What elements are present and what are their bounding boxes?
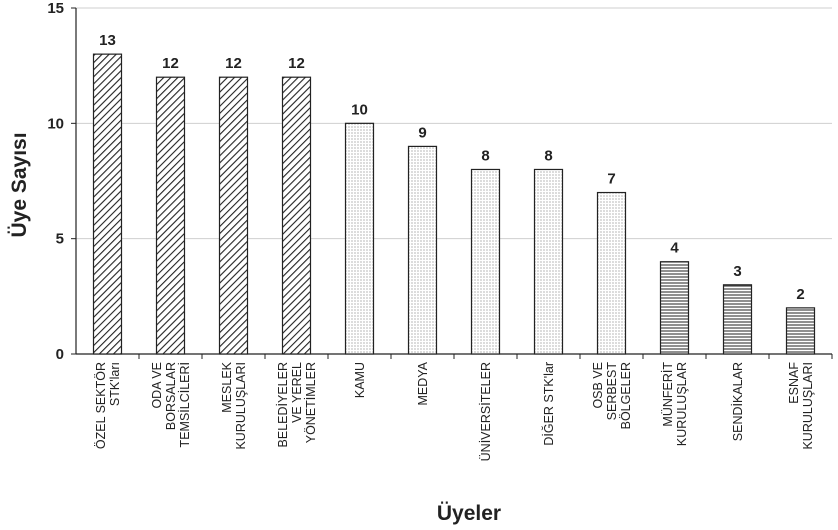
bar: [155, 76, 186, 355]
axes: [71, 7, 833, 359]
x-tick-label: MESLEK KURULUŞLARI: [220, 361, 248, 449]
bar: [659, 261, 690, 355]
x-tick-label: MÜNFERİT KURULUŞLAR: [661, 362, 689, 446]
x-tick-label-line: YÖNETİMLER: [304, 362, 318, 443]
data-label: 7: [607, 171, 615, 188]
x-tick-label-line: MEDYA: [416, 361, 430, 405]
bar: [596, 191, 627, 355]
bar: [785, 307, 816, 355]
x-tick-label: OSB VE SERBEST BÖLGELER: [591, 362, 633, 430]
data-label: 9: [418, 124, 426, 141]
x-tick-label-line: KURULUŞLARI: [801, 362, 815, 450]
x-tick-label-line: ÜNİVERSİTELER: [479, 362, 493, 461]
x-tick-label: BELEDİYELER VE YEREL YÖNETİMLER: [276, 362, 318, 448]
bar: [407, 145, 438, 355]
y-tick-label: 5: [56, 231, 64, 248]
x-tick-label: DİĞER STK'lar: [541, 362, 556, 446]
x-tick-label: ÜNİVERSİTELER: [479, 362, 493, 461]
x-tick-label-line: SERBEST: [605, 362, 619, 421]
data-label: 12: [225, 55, 242, 72]
x-tick-label-line: KURULUŞLARI: [234, 362, 248, 450]
x-tick-label-line: MÜNFERİT: [661, 362, 675, 427]
x-tick-label-line: BORSALAR: [164, 362, 178, 430]
y-tick-label: 10: [47, 115, 64, 132]
x-axis-title: Üyeler: [437, 502, 501, 525]
x-tick-label: MEDYA: [416, 361, 430, 405]
bar: [470, 168, 501, 355]
x-tick-label-line: BELEDİYELER: [276, 362, 290, 447]
y-tick-label: 0: [56, 346, 64, 363]
x-tick-label-line: SENDİKALAR: [731, 362, 745, 441]
category-labels: ÖZEL SEKTÖR STK'ları ODA VE BORSALAR TEMSİLC…: [94, 361, 815, 461]
x-tick-label: ESNAF KURULUŞLARI: [787, 362, 815, 450]
x-tick-label-line: KURULUŞLAR: [675, 362, 689, 446]
x-tick-label-line: ODA VE: [150, 362, 164, 409]
data-label: 13: [99, 32, 116, 49]
bar: [92, 53, 123, 355]
bar: [218, 76, 249, 355]
x-tick-label: ODA VE BORSALAR TEMSİLCİLERİ: [150, 362, 192, 447]
x-tick-label: ÖZEL SEKTÖR STK'ları: [94, 362, 122, 449]
x-tick-label-line: BÖLGELER: [619, 362, 633, 429]
data-label: 10: [351, 101, 368, 118]
bar: [344, 122, 375, 355]
data-label: 12: [162, 55, 179, 72]
x-tick-label-line: ÖZEL SEKTÖR: [94, 362, 108, 449]
x-tick-label-line: ESNAF: [787, 362, 801, 404]
x-tick-label-line: STK'ları: [108, 362, 122, 406]
x-tick-label-line: OSB VE: [591, 362, 605, 409]
x-tick-label: KAMU: [353, 362, 367, 398]
bar: [281, 76, 312, 355]
bars: [92, 53, 816, 355]
data-label: 4: [670, 240, 679, 257]
value-labels: 13 12 12 12 10 9 8 8 7 4 3 2: [99, 32, 805, 303]
grid-lines: [76, 7, 832, 240]
y-axis-title: Üye Sayısı: [8, 132, 31, 237]
bar: [533, 168, 564, 355]
x-tick-label-line: KAMU: [353, 362, 367, 398]
data-label: 8: [544, 147, 552, 164]
data-label: 2: [796, 286, 804, 303]
y-tick-label: 15: [47, 0, 64, 17]
x-tick-label-line: VE YEREL: [290, 362, 304, 423]
x-tick-label: SENDİKALAR: [731, 362, 745, 441]
bar: [722, 284, 753, 355]
y-tick-labels: 0 5 10 15: [47, 0, 64, 363]
x-tick-label-line: MESLEK: [220, 361, 234, 412]
data-label: 8: [481, 147, 489, 164]
data-label: 3: [733, 263, 741, 280]
data-label: 12: [288, 55, 305, 72]
x-tick-label-line: DİĞER STK'lar: [541, 362, 556, 446]
x-tick-label-line: TEMSİLCİLERİ: [178, 362, 192, 447]
